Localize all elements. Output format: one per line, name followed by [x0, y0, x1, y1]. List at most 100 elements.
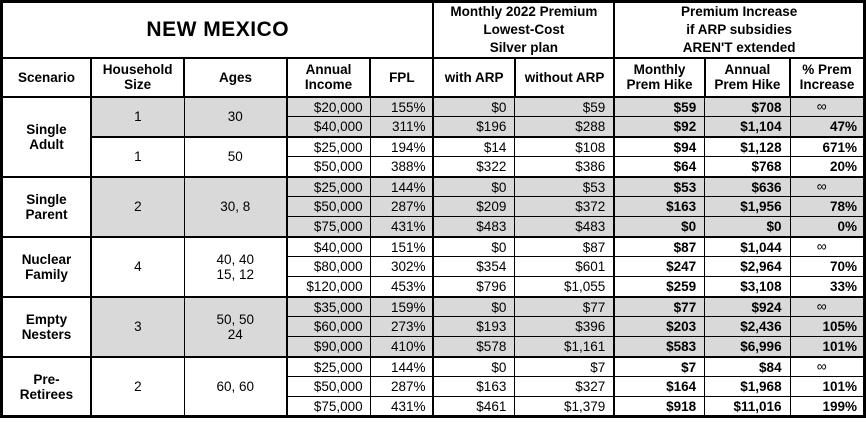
col-header-with-arp: with ARP	[432, 57, 515, 98]
annual-income-cell: $25,000	[285, 175, 371, 197]
ages-cell: 30	[183, 95, 287, 137]
ages-cell: 30, 8	[183, 175, 287, 237]
scenario-cell: Empty Nesters	[1, 295, 91, 357]
col-header-household-size: Household Size	[89, 57, 185, 98]
pct-prem-increase-cell: 47%	[789, 116, 865, 137]
with-arp-premium-cell: $0	[432, 295, 515, 317]
without-arp-premium-cell: $601	[514, 256, 615, 277]
with-arp-premium-cell: $196	[432, 116, 515, 137]
premium-group-header: Monthly 2022 Premium Lowest-Cost Silver …	[432, 1, 615, 59]
annual-prem-hike-cell: $1,044	[704, 235, 791, 257]
with-arp-premium-cell: $0	[432, 175, 515, 197]
monthly-prem-hike-cell: $92	[613, 116, 705, 137]
pct-prem-increase-cell: 33%	[789, 276, 865, 297]
with-arp-premium-cell: $0	[432, 235, 515, 257]
column-header-row: Scenario Household Size Ages Annual Inco…	[1, 57, 865, 98]
col-header-annual-prem-hike: Annual Prem Hike	[703, 57, 791, 98]
pct-prem-increase-cell: ∞	[789, 295, 865, 317]
with-arp-premium-cell: $796	[432, 276, 515, 297]
pct-prem-increase-cell: 101%	[789, 376, 865, 397]
fpl-cell: 388%	[369, 156, 434, 177]
ages-cell: 50	[183, 135, 287, 177]
fpl-cell: 151%	[369, 235, 434, 257]
table-row: $50,000 287% $163 $327 $164 $1,968 101%	[2, 376, 865, 397]
with-arp-premium-cell: $322	[432, 156, 515, 177]
annual-prem-hike-cell: $1,956	[704, 196, 791, 217]
col-header-pct-prem-increase: % Prem Increase	[789, 57, 865, 98]
col-header-ages: Ages	[183, 57, 287, 98]
without-arp-premium-cell: $386	[514, 156, 615, 177]
with-arp-premium-cell: $578	[432, 336, 515, 357]
col-header-scenario: Scenario	[1, 57, 91, 98]
annual-income-cell: $60,000	[285, 316, 371, 337]
table-row: Empty Nesters 3 50, 50 24 $35,000 159% $0 $77 $…	[1, 295, 865, 357]
table-row: Single Adult 1 30 $20,000 155% $0 $59 $59 $708 ∞	[1, 95, 865, 177]
ages-cell: 60, 60	[183, 355, 287, 417]
col-header-fpl: FPL	[369, 57, 434, 98]
col-header-annual-income: Annual Income	[285, 57, 371, 98]
household-size-cell: 2	[89, 355, 185, 417]
monthly-prem-hike-cell: $583	[613, 336, 705, 357]
fpl-cell: 155%	[369, 95, 434, 117]
col-header-without-arp: without ARP	[513, 57, 615, 98]
without-arp-premium-cell: $396	[514, 316, 615, 337]
monthly-prem-hike-cell: $247	[613, 256, 705, 277]
annual-prem-hike-cell: $768	[704, 156, 791, 177]
scenario-cell: Single Adult	[1, 95, 91, 177]
annual-prem-hike-cell: $11,016	[704, 396, 791, 417]
pct-prem-increase-cell: 78%	[789, 196, 865, 217]
without-arp-premium-cell: $288	[514, 116, 615, 137]
table-row: $75,000 431% $483 $483 $0 $0 0%	[2, 216, 865, 237]
household-size-cell: 1	[89, 135, 185, 177]
annual-prem-hike-cell: $0	[704, 216, 791, 237]
annual-income-cell: $20,000	[285, 95, 371, 117]
annual-income-cell: $120,000	[285, 276, 371, 297]
scenario-cell: Single Parent	[1, 175, 91, 237]
scenario-cell: Pre- Retirees	[1, 355, 91, 417]
fpl-cell: 311%	[369, 116, 434, 137]
monthly-prem-hike-cell: $0	[613, 216, 705, 237]
with-arp-premium-cell: $354	[432, 256, 515, 277]
annual-prem-hike-cell: $3,108	[704, 276, 791, 297]
with-arp-premium-cell: $193	[432, 316, 515, 337]
pct-prem-increase-cell: 105%	[789, 316, 865, 337]
annual-prem-hike-cell: $924	[704, 295, 791, 317]
annual-prem-hike-cell: $2,964	[704, 256, 791, 277]
annual-income-cell: $75,000	[285, 396, 371, 417]
monthly-prem-hike-cell: $87	[613, 235, 705, 257]
household-size-cell: 2	[89, 175, 185, 237]
table-row: Pre- Retirees 2 60, 60 $25,000 144% $0 $7 $7 $84…	[1, 355, 865, 417]
premium-table: NEW MEXICO Monthly 2022 Premium Lowest-C…	[0, 0, 866, 419]
pct-prem-increase-cell: 199%	[789, 396, 865, 417]
ages-cell: 40, 40 15, 12	[183, 235, 287, 297]
without-arp-premium-cell: $372	[514, 196, 615, 217]
annual-income-cell: $35,000	[285, 295, 371, 317]
fpl-cell: 410%	[369, 336, 434, 357]
scenario-cell: Nuclear Family	[1, 235, 91, 297]
without-arp-premium-cell: $1,161	[514, 336, 615, 357]
monthly-prem-hike-cell: $203	[613, 316, 705, 337]
state-title: NEW MEXICO	[1, 1, 434, 59]
annual-income-cell: $75,000	[285, 216, 371, 237]
table-row: $80,000 302% $354 $601 $247 $2,964 70%	[2, 256, 865, 277]
monthly-prem-hike-cell: $164	[613, 376, 705, 397]
annual-income-cell: $50,000	[285, 196, 371, 217]
pct-prem-increase-cell: 70%	[789, 256, 865, 277]
table-row: Nuclear Family 4 40, 40 15, 12 $40,000 151% $…	[1, 235, 865, 297]
table-row: $40,000 311% $196 $288 $92 $1,104 47%	[2, 116, 865, 137]
without-arp-premium-cell: $108	[514, 135, 615, 157]
without-arp-premium-cell: $327	[514, 376, 615, 397]
annual-prem-hike-cell: $2,436	[704, 316, 791, 337]
fpl-cell: 144%	[369, 355, 434, 377]
monthly-prem-hike-cell: $77	[613, 295, 705, 317]
annual-prem-hike-cell: $708	[704, 95, 791, 117]
annual-income-cell: $25,000	[285, 355, 371, 377]
table-row: $90,000 410% $578 $1,161 $583 $6,996 101%	[2, 336, 865, 357]
header-band-row: NEW MEXICO Monthly 2022 Premium Lowest-C…	[1, 1, 865, 59]
with-arp-premium-cell: $461	[432, 396, 515, 417]
monthly-prem-hike-cell: $59	[613, 95, 705, 117]
annual-income-cell: $90,000	[285, 336, 371, 357]
annual-income-cell: $80,000	[285, 256, 371, 277]
fpl-cell: 194%	[369, 135, 434, 157]
